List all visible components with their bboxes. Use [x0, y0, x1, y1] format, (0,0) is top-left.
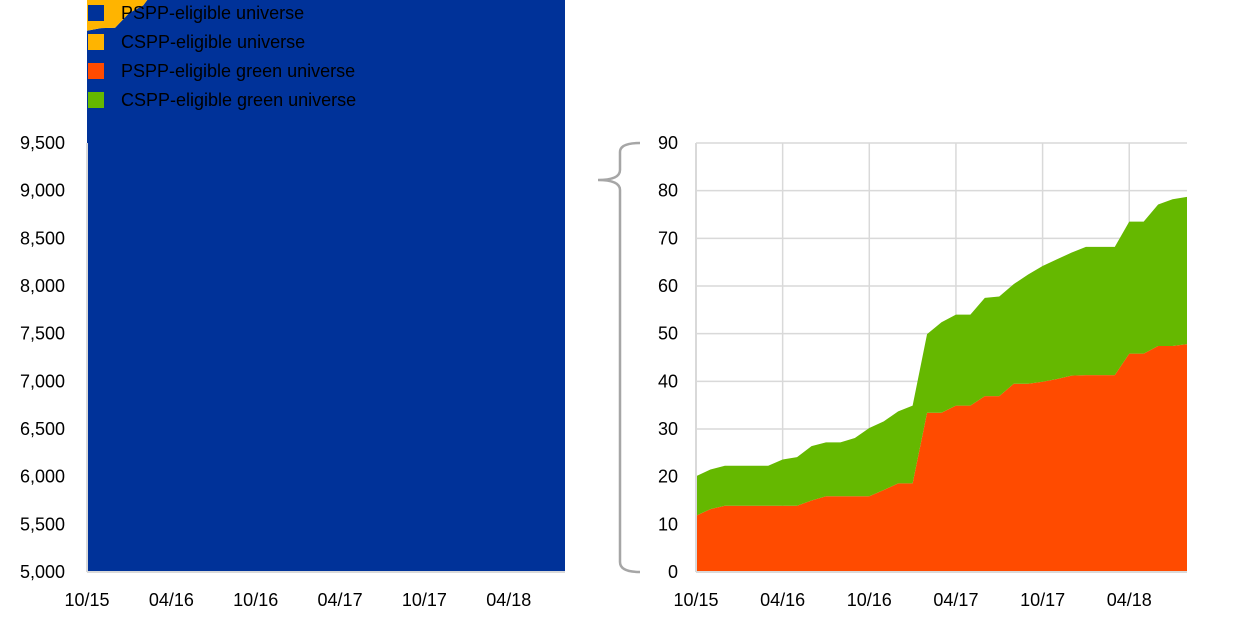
y-tick-label: 8,000	[20, 276, 65, 296]
y-tick-label: 40	[658, 371, 678, 391]
y-tick-label: 10	[658, 514, 678, 534]
x-tick-label: 04/17	[933, 590, 978, 610]
y-tick-label: 9,000	[20, 181, 65, 201]
area-cspp-eligible-green-universe	[696, 196, 1187, 516]
area-pspp-eligible-green-universe	[696, 344, 1187, 572]
x-tick-label: 04/17	[318, 590, 363, 610]
y-tick-label: 5,000	[20, 562, 65, 582]
legend-label: CSPP-eligible green universe	[121, 90, 357, 110]
y-tick-label: 70	[658, 228, 678, 248]
x-tick-label: 04/18	[486, 590, 531, 610]
x-tick-label: 10/16	[847, 590, 892, 610]
legend-swatch	[88, 92, 104, 108]
y-tick-label: 20	[658, 467, 678, 487]
x-tick-label: 04/18	[1107, 590, 1152, 610]
area-pspp-eligible-universe	[87, 0, 565, 572]
y-tick-label: 80	[658, 181, 678, 201]
x-tick-label: 04/16	[149, 590, 194, 610]
legend-label: CSPP-eligible universe	[121, 32, 306, 52]
y-tick-label: 30	[658, 419, 678, 439]
y-tick-label: 9,500	[20, 133, 65, 153]
y-tick-label: 5,500	[20, 514, 65, 534]
legend-swatch	[88, 63, 104, 79]
y-tick-label: 90	[658, 133, 678, 153]
y-tick-label: 8,500	[20, 228, 65, 248]
x-tick-label: 10/17	[1020, 590, 1065, 610]
y-tick-label: 50	[658, 324, 678, 344]
y-tick-label: 7,000	[20, 371, 65, 391]
legend-label: PSPP-eligible universe	[121, 3, 305, 23]
x-tick-label: 10/15	[64, 590, 109, 610]
y-tick-label: 60	[658, 276, 678, 296]
chart-1: 5,000 5,500 6,000 6,500 7,000 7,500 8,000 8,500…	[20, 0, 565, 610]
y-tick-label: 7,500	[20, 324, 65, 344]
legend-swatch	[88, 5, 104, 21]
legend-swatch	[88, 34, 104, 50]
legend: PSPP-eligible universe CSPP-eligible uni…	[88, 0, 418, 115]
y-tick-label: 6,500	[20, 419, 65, 439]
y-tick-label: 6,000	[20, 467, 65, 487]
x-tick-label: 10/15	[673, 590, 718, 610]
chart-2: 0 10 20 30 40 50 60 70 80 90 10/15 04/16 10/16 04/17 1…	[658, 133, 1187, 610]
y-tick-label: 0	[668, 562, 678, 582]
x-tick-label: 10/16	[233, 590, 278, 610]
x-tick-label: 10/17	[402, 590, 447, 610]
legend-label: PSPP-eligible green universe	[121, 61, 356, 81]
x-tick-label: 04/16	[760, 590, 805, 610]
zoom-bracket	[597, 141, 641, 574]
